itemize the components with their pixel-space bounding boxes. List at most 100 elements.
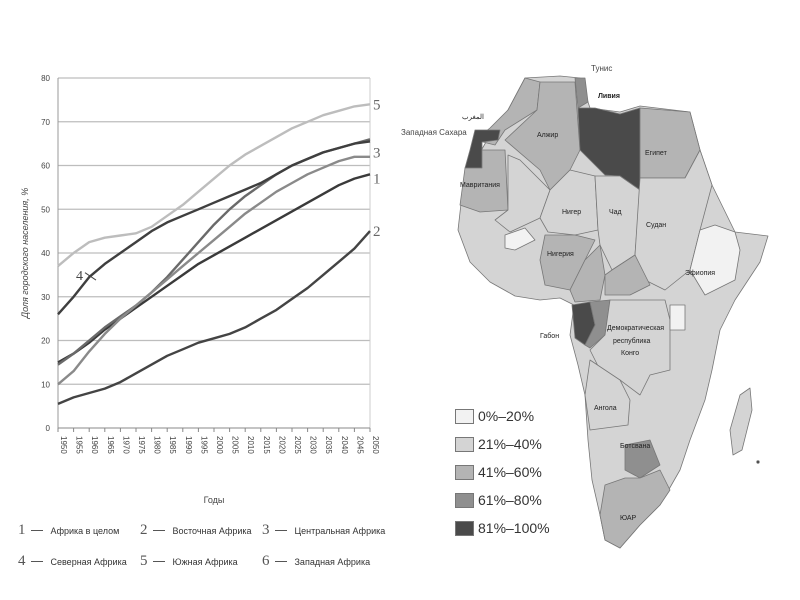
country-mauritania xyxy=(459,149,509,213)
island-mauritius xyxy=(756,460,760,464)
line-end-label-5: 5 xyxy=(373,97,381,113)
map-label-egypt: Египет xyxy=(645,150,667,157)
x-tick-label: 2045 xyxy=(355,436,364,454)
legend-swatch xyxy=(455,408,474,424)
x-tick-label: 2035 xyxy=(324,436,333,454)
map-label-nigeria: Нигерия xyxy=(547,251,574,258)
country-tunisia xyxy=(574,77,589,109)
x-tick-label: 1970 xyxy=(121,436,130,454)
map-legend-item: 21%–40% xyxy=(455,430,550,458)
y-tick-label: 0 xyxy=(46,424,51,433)
country-car xyxy=(604,254,651,296)
country-drc xyxy=(589,299,671,396)
legend-swatch xyxy=(455,520,474,536)
legend-number: 1 xyxy=(18,522,26,538)
line-end-label-2: 2 xyxy=(373,224,381,240)
series-line-5 xyxy=(57,103,371,268)
x-tick-label: 1990 xyxy=(184,436,193,454)
legend-item-2: 2 Восточная Африка xyxy=(140,522,252,539)
map-label-drc-line3: Конго xyxy=(621,350,640,357)
country-burkina xyxy=(504,227,536,251)
map-label-angola: Ангола xyxy=(594,405,617,412)
x-tick-label: 2025 xyxy=(293,436,302,454)
x-tick-label: 1975 xyxy=(137,436,146,454)
map-label-drc-line2: республика xyxy=(613,338,651,345)
legend-label: 41%–60% xyxy=(478,464,542,480)
map-label-sudan: Судан xyxy=(646,222,667,229)
country-niger xyxy=(539,169,599,236)
x-tick-label: 2015 xyxy=(262,436,271,454)
legend-item-6: 6 Западная Африка xyxy=(262,553,370,570)
legend-label: Южная Африка xyxy=(172,556,238,567)
x-axis-title: Годы xyxy=(204,495,225,505)
map-label-rsa: ЮАР xyxy=(620,515,637,522)
legend-swatch xyxy=(455,436,474,452)
africa-urbanization-map xyxy=(457,75,769,549)
series-line-1 xyxy=(57,173,371,364)
legend-item-5: 5 Южная Африка xyxy=(140,553,238,570)
map-legend-item: 41%–60% xyxy=(455,458,550,486)
legend-number: 2 xyxy=(140,522,148,538)
map-legend: 0%–20% 21%–40% 41%–60% 61%–80% 81%–100% xyxy=(455,402,550,542)
legend-label: 81%–100% xyxy=(478,520,550,536)
y-tick-label: 70 xyxy=(41,118,50,127)
x-tick-label: 1980 xyxy=(153,436,162,454)
map-label-libya: Ливия xyxy=(598,93,620,100)
x-tick-label: 2010 xyxy=(246,436,255,454)
y-tick-label: 20 xyxy=(41,337,50,346)
legend-swatch xyxy=(455,464,474,480)
x-tick-label: 2050 xyxy=(371,436,380,454)
country-uganda xyxy=(669,304,686,331)
map-label-algeria: Алжир xyxy=(537,132,559,139)
country-madagascar xyxy=(729,387,753,456)
country-cameroon xyxy=(569,244,606,303)
y-tick-label: 80 xyxy=(41,74,50,83)
country-mali xyxy=(494,154,551,233)
annotation-label-4: 4 xyxy=(76,269,83,284)
legend-label: 0%–20% xyxy=(478,408,535,424)
x-tick-label: 2020 xyxy=(277,436,286,454)
legend-item-3: 3 Центральная Африка xyxy=(262,522,385,539)
legend-label: Африка в целом xyxy=(50,525,120,536)
series-line-2 xyxy=(57,230,371,406)
map-label-ethiopia: Эфиопия xyxy=(685,270,716,277)
series-line-6 xyxy=(57,155,370,386)
x-tick-label: 2040 xyxy=(340,436,349,454)
map-label-drc-line1: Демократическая xyxy=(607,325,665,332)
y-axis-title: Доля городского населения, % xyxy=(20,188,30,319)
country-botswana xyxy=(624,439,661,479)
map-label-tunisia: Тунис xyxy=(591,64,613,73)
x-tick-label: 1965 xyxy=(106,436,115,454)
legend-label: Северная Африка xyxy=(50,556,127,567)
series-line-4 xyxy=(57,140,371,316)
country-angola xyxy=(584,359,631,431)
map-label-gabon: Габон xyxy=(540,333,560,340)
map-legend-item: 81%–100% xyxy=(455,514,550,542)
x-tick-label: 2000 xyxy=(215,436,224,454)
legend-label: Западная Африка xyxy=(294,556,371,567)
line-end-label-3: 3 xyxy=(373,145,381,161)
map-label-niger: Нигер xyxy=(562,209,582,216)
legend-number: 4 xyxy=(18,553,26,569)
y-tick-label: 50 xyxy=(41,205,50,214)
x-tick-label: 1995 xyxy=(199,436,208,454)
legend-label: Центральная Африка xyxy=(294,525,386,536)
legend-item-4: 4 Северная Африка xyxy=(18,553,127,570)
x-tick-label: 1960 xyxy=(90,436,99,454)
legend-label: Восточная Африка xyxy=(172,525,252,536)
country-ethiopia xyxy=(689,224,741,296)
x-tick-label: 1985 xyxy=(168,436,177,454)
legend-number: 3 xyxy=(262,522,270,538)
line-end-label-1: 1 xyxy=(373,172,381,188)
x-tick-label: 2005 xyxy=(231,436,240,454)
x-tick-label: 1950 xyxy=(59,436,68,454)
legend-label: 61%–80% xyxy=(478,492,542,508)
y-tick-label: 30 xyxy=(41,293,50,302)
y-tick-label: 10 xyxy=(41,380,50,389)
country-rsa xyxy=(599,469,671,549)
map-label-mauritania: Мавритания xyxy=(460,182,500,189)
map-legend-item: 0%–20% xyxy=(455,402,550,430)
legend-item-1: 1 Африка в целом xyxy=(18,522,119,539)
map-legend-item: 61%–80% xyxy=(455,486,550,514)
